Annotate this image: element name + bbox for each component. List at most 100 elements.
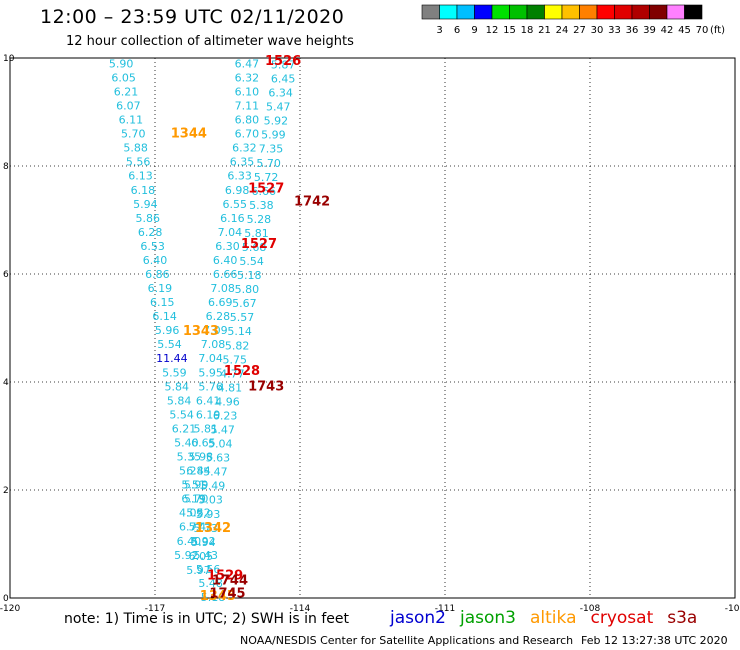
wave-height-label: 6.35 xyxy=(230,156,255,169)
wave-height-label: 5.51 xyxy=(181,479,206,492)
wave-height-label: 5.70 xyxy=(121,128,146,141)
wave-height-label: 6.30 xyxy=(215,240,240,253)
wave-height-label: 5.56 xyxy=(196,563,221,576)
wave-height-label: 5.76 xyxy=(198,380,223,393)
wave-height-plot: -120-117-114-111-108-10502468105.906.056… xyxy=(0,54,740,614)
wave-height-label: 6.28 xyxy=(206,310,231,323)
wave-height-label: 5.68 xyxy=(242,241,267,254)
legend-entry-altika: altika xyxy=(530,608,577,628)
satellite-legend: jason2 jason3 altika cryosat s3a xyxy=(390,608,711,628)
colorbar-swatch xyxy=(684,4,703,20)
wave-height-label: 5.84 xyxy=(167,394,192,407)
wave-height-label: 6.34 xyxy=(268,87,293,100)
wave-height-label: 6.47 xyxy=(235,57,260,70)
wave-height-label: 6.18 xyxy=(131,184,156,197)
wave-height-label: 4.77 xyxy=(220,367,245,380)
credit-line: NOAA/NESDIS Center for Satellite Applica… xyxy=(240,634,574,647)
wave-height-label: 6.40 xyxy=(213,254,238,267)
wave-height-label: 5.82 xyxy=(225,339,250,352)
wave-height-label: 5.97 xyxy=(186,564,211,577)
pass-time-label: 1742 xyxy=(294,195,330,210)
wave-height-label: 6.44 xyxy=(186,465,211,478)
pass-time-label: 1345 xyxy=(200,589,236,604)
wave-height-label: 5.67 xyxy=(232,297,257,310)
x-tick-label: -114 xyxy=(290,604,311,614)
wave-height-label: 6.05 xyxy=(189,550,214,563)
wave-height-label: 6.41 xyxy=(196,394,221,407)
wave-height-label: 6.21 xyxy=(114,85,139,98)
wave-height-label: 6.77 xyxy=(179,521,204,534)
wave-height-label: 5.38 xyxy=(249,199,274,212)
wave-height-label: 6.13 xyxy=(128,170,153,183)
wave-height-label: 5.54 xyxy=(239,255,264,268)
wave-height-label: 5.35 xyxy=(177,451,202,464)
y-tick-label: 2 xyxy=(3,486,9,496)
pass-time-label: 1342 xyxy=(195,521,231,536)
chart-title: 12:00 – 23:59 UTC 02/11/2020 xyxy=(40,6,345,28)
wave-height-label: 4.96 xyxy=(215,395,240,408)
wave-height-label: 4.02 xyxy=(179,507,204,520)
wave-height-label: 5.49 xyxy=(201,480,226,493)
chart-subtitle: 12 hour collection of altimeter wave hei… xyxy=(66,34,354,49)
colorbar-label: 39 xyxy=(643,25,656,36)
wave-height-label: 11.44 xyxy=(156,352,188,365)
wave-height-label: 5.40 xyxy=(174,436,199,449)
wave-height-label: 5.47 xyxy=(210,424,235,437)
wave-height-label: 6.33 xyxy=(227,170,252,183)
wave-height-label: 6.15 xyxy=(150,296,175,309)
wave-height-label: 5.94 xyxy=(133,198,158,211)
x-tick-label: -120 xyxy=(0,604,20,614)
colorbar-label: 24 xyxy=(556,25,569,36)
colorbar-label: 36 xyxy=(626,25,639,36)
wave-height-label: 7.08 xyxy=(201,338,226,351)
wave-height-label: 6.07 xyxy=(116,100,141,113)
colorbar-label: 30 xyxy=(591,25,604,36)
wave-height-label: 6.40 xyxy=(143,254,168,267)
pass-time-label: 1744 xyxy=(212,574,248,589)
colorbar-label: 27 xyxy=(573,25,586,36)
wave-height-label: 6.53 xyxy=(140,240,165,253)
pass-time-label: 1743 xyxy=(248,379,284,394)
wave-height-label: 7.04 xyxy=(198,352,223,365)
wave-height-label: 6.45 xyxy=(271,73,296,86)
wave-height-label: 6.05 xyxy=(111,71,136,84)
wave-height-label: 5.54 xyxy=(169,408,194,421)
pass-time-label: 1528 xyxy=(224,364,260,379)
pass-time-label: 1526 xyxy=(265,54,301,69)
wave-height-label: 7.35 xyxy=(259,143,284,156)
legend-entry-jason2: jason2 xyxy=(390,608,446,628)
wave-height-label: 5.80 xyxy=(235,283,260,296)
legend-entry-cryosat: cryosat xyxy=(590,608,654,628)
x-tick-label: -117 xyxy=(145,604,165,614)
wave-height-label: 6.66 xyxy=(213,268,238,281)
wave-height-label: 5.99 xyxy=(184,479,209,492)
wave-height-label: 5.48 xyxy=(198,577,223,590)
wave-height-label: 7.09 xyxy=(203,324,228,337)
wave-height-label: 5.70 xyxy=(184,493,209,506)
wave-height-label: 6.32 xyxy=(235,71,260,84)
wave-height-label: 5.59 xyxy=(162,366,187,379)
wave-height-label: 5.43 xyxy=(194,549,219,562)
colorbar-label: 9 xyxy=(471,25,477,36)
wave-height-label: 5.99 xyxy=(261,129,286,142)
wave-height-label: 4.81 xyxy=(218,381,243,394)
wave-height-label: 6.16 xyxy=(220,212,245,225)
x-tick-label: -105 xyxy=(725,604,740,614)
colorbar-unit: (ft) xyxy=(710,25,725,36)
x-tick-label: -108 xyxy=(580,604,601,614)
color-scale-legend: 3 6 9 12 15 18 21 24 27 30 33 36 39 42 45 70 (ft) xyxy=(421,4,725,36)
wave-height-label: 5.81 xyxy=(244,227,269,240)
wave-height-label: 5.28 xyxy=(247,213,272,226)
wave-height-label: 7.08 xyxy=(210,282,235,295)
wave-height-label: 5.72 xyxy=(254,171,279,184)
wave-height-label: 6.65 xyxy=(191,436,216,449)
wave-height-label: 6.66 xyxy=(252,185,277,198)
y-tick-label: 6 xyxy=(3,270,9,280)
wave-height-label: 6.21 xyxy=(172,422,197,435)
wave-height-label: 6.86 xyxy=(145,268,170,281)
wave-height-label: 5.75 xyxy=(223,353,248,366)
wave-height-label: 5.87 xyxy=(271,58,296,71)
wave-height-label: 6.40 xyxy=(177,535,202,548)
wave-height-label: 7.04 xyxy=(218,226,243,239)
wave-height-label: 6.70 xyxy=(235,128,260,141)
